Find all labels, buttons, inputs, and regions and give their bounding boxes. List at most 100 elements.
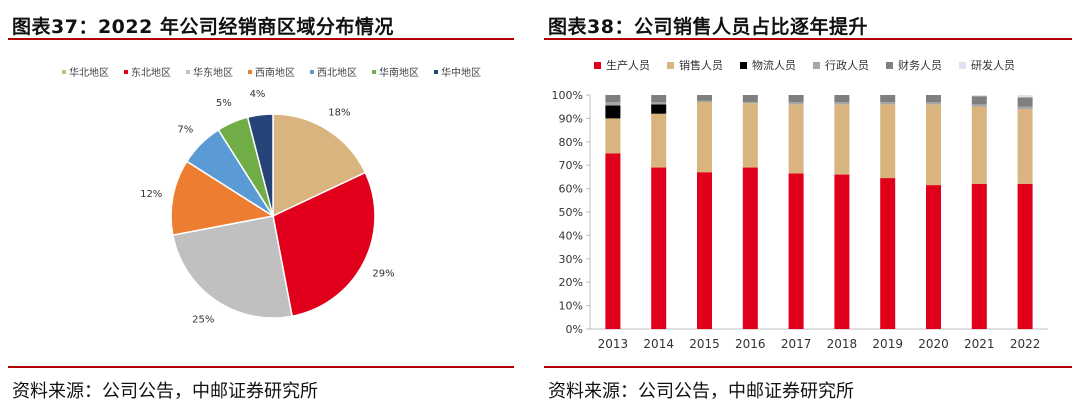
bar-segment: [1017, 95, 1033, 98]
y-tick-label: 70%: [559, 159, 583, 172]
right-panel: 图表38：公司销售人员占比逐年提升 生产人员 销售人员 物流人员 行政人员 财务人员 研发…: [536, 0, 1080, 408]
bar-segment: [1017, 106, 1033, 110]
pie-legend-label: 西南地区: [255, 66, 295, 79]
bar-legend-label: 行政人员: [825, 58, 869, 72]
bar-segment: [697, 95, 712, 101]
pie-legend-swatch: [124, 70, 128, 74]
bar-legend-swatch: [667, 62, 674, 69]
pie-legend-label: 东北地区: [131, 66, 171, 79]
bar-segment: [788, 104, 804, 174]
bar-segment: [605, 95, 621, 103]
x-tick-label: 2019: [872, 337, 903, 351]
right-source-text: 资料来源：公司公告，中邮证券研究所: [548, 381, 854, 402]
pie-legend-label: 华中地区: [441, 66, 481, 79]
pie-chart: 华北地区 东北地区 华东地区 西南地区 西北地区 华南地区 华中地区 18% 29% 25% 12%…: [62, 66, 481, 326]
bar-segment: [605, 118, 621, 154]
x-tick-label: 2018: [827, 337, 858, 351]
bar-legend-item: 物流人员: [740, 58, 796, 72]
left-panel: 图表37：2022 年公司经销商区域分布情况 华北地区 东北地区 华东地区 西南地区 西…: [0, 0, 522, 408]
pie-slice: [246, 113, 274, 217]
right-title-bar: 图表38：公司销售人员占比逐年提升: [544, 6, 1072, 40]
bar-segment: [788, 102, 804, 105]
y-tick-label: 0%: [566, 323, 583, 336]
bar-segment: [880, 102, 896, 105]
x-tick-label: 2014: [643, 337, 674, 351]
bar-segment: [1017, 109, 1033, 184]
y-tick-label: 60%: [559, 183, 583, 196]
pie-data-label: 7%: [177, 124, 193, 135]
bar-legend-swatch: [959, 62, 966, 69]
bar-segment: [834, 104, 850, 175]
bar-legend-label: 生产人员: [606, 58, 650, 72]
bar-segment: [651, 102, 667, 105]
pie-data-label: 12%: [140, 189, 162, 200]
x-tick-label: 2020: [918, 337, 949, 351]
bar-segment: [880, 178, 896, 329]
bar-legend-swatch: [813, 62, 820, 69]
pie-legend-swatch: [372, 70, 376, 74]
bar-segment: [605, 102, 621, 106]
bar-segment: [742, 103, 758, 168]
x-tick-label: 2016: [735, 337, 766, 351]
y-tick-label: 10%: [559, 300, 583, 313]
bar-segment: [1017, 183, 1033, 329]
bar-segment: [926, 185, 941, 329]
bar-segment: [605, 105, 621, 119]
y-tick-label: 40%: [559, 229, 583, 242]
pie-legend-item: 华北地区: [62, 66, 109, 79]
pie-legend-item: 华中地区: [434, 66, 481, 79]
bar-segment: [971, 183, 987, 329]
pie-slice: [171, 215, 293, 319]
bar-segment: [834, 102, 850, 105]
bar-segment: [742, 167, 758, 329]
pie-data-label: 4%: [250, 89, 266, 100]
pie-data-label: 25%: [192, 315, 214, 326]
pie-data-label: 18%: [328, 107, 350, 118]
bar-segment: [926, 95, 941, 103]
pie-legend-label: 华东地区: [193, 66, 233, 79]
pie-data-label: 5%: [216, 98, 232, 109]
bar-legend-swatch: [886, 62, 893, 69]
left-source-bar: 资料来源：公司公告，中邮证券研究所: [8, 366, 514, 408]
pie-legend-item: 西北地区: [310, 66, 357, 79]
bar-segment: [971, 104, 987, 107]
left-chart-title: 图表37：2022 年公司经销商区域分布情况: [12, 16, 394, 38]
y-tick-label: 30%: [559, 253, 583, 266]
bar-legend-label: 研发人员: [971, 58, 1015, 72]
bar-segment: [834, 174, 850, 329]
right-source-bar: 资料来源：公司公告，中邮证券研究所: [544, 366, 1072, 408]
y-tick-label: 20%: [559, 276, 583, 289]
y-tick-label: 80%: [559, 136, 583, 149]
bar-segment: [880, 95, 896, 103]
x-tick-label: 2021: [964, 337, 995, 351]
bar-segment: [971, 96, 987, 105]
bar-segment: [651, 167, 667, 329]
bar-segment: [605, 153, 621, 329]
bar-segment: [651, 113, 667, 168]
bar-segment: [651, 104, 667, 114]
bar-segment: [926, 102, 941, 105]
bar-legend-item: 研发人员: [959, 58, 1015, 72]
bar-segment: [880, 104, 896, 179]
x-tick-label: 2022: [1010, 337, 1041, 351]
bar-legend-item: 生产人员: [594, 58, 650, 72]
pie-data-label: 29%: [372, 268, 394, 279]
pie-slice: [272, 113, 367, 218]
y-tick-label: 90%: [559, 112, 583, 125]
pie-legend-label: 西北地区: [317, 66, 357, 79]
bar-segment: [697, 100, 712, 103]
stacked-bar-chart: 生产人员 销售人员 物流人员 行政人员 财务人员 研发人员 0% 10% 20% 30% 40% 50…: [552, 58, 1048, 351]
bar-legend-swatch: [594, 62, 601, 69]
x-tick-label: 2017: [781, 337, 812, 351]
bar-segment: [742, 95, 758, 103]
x-tick-label: 2015: [689, 337, 720, 351]
pie-legend-item: 华南地区: [372, 66, 419, 79]
bar-segment: [697, 102, 712, 173]
bar-segment: [1017, 97, 1033, 107]
pie-legend-swatch: [248, 70, 252, 74]
bar-segment: [834, 95, 850, 103]
bar-legend-label: 财务人员: [898, 58, 942, 72]
bar-legend-item: 财务人员: [886, 58, 942, 72]
left-title-bar: 图表37：2022 年公司经销商区域分布情况: [8, 6, 514, 40]
x-tick-label: 2013: [598, 337, 629, 351]
